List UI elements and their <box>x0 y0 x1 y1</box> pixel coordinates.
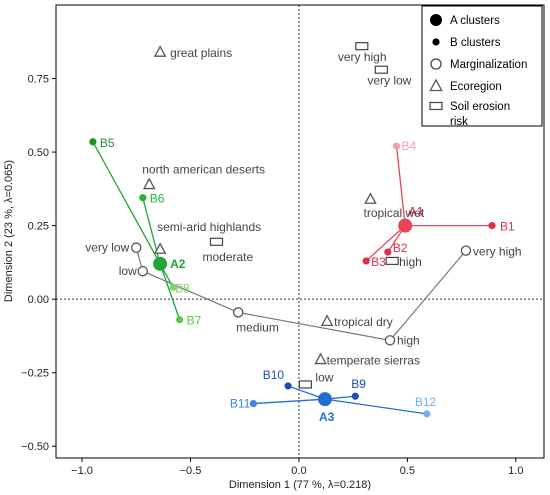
soil-erosion-label-low: low <box>315 370 333 384</box>
x-tick-label: −1.0 <box>71 465 93 477</box>
marginalization-point-very-high <box>460 245 472 256</box>
point-labels: B1 B2 B3 B4 B5 B6 B8 B7 B10 B9 B11 B12 A1 A2 A3 very lo… <box>85 46 521 424</box>
b-cluster-point-b5 <box>89 138 97 146</box>
ecoregion-point-great-plains <box>153 45 167 57</box>
b-cluster-label-b11: B11 <box>230 397 251 411</box>
x-tick-label: −0.5 <box>180 465 202 477</box>
b-cluster-label-b4: B4 <box>402 139 417 153</box>
ecoregion-label-semi-arid-highlands: semi-arid highlands <box>157 220 261 234</box>
y-tick-label: 0.00 <box>28 294 49 306</box>
soil-erosion-point-very-high <box>355 42 369 51</box>
a-cluster-label-a1: A1 <box>408 205 424 219</box>
a-cluster-point-a2 <box>153 256 168 271</box>
legend: A clusters B clusters Marginalization Ecore… <box>421 5 543 128</box>
marginalization-label-very-low: very low <box>85 241 129 255</box>
x-tick-label: 0.5 <box>400 465 415 477</box>
b-cluster-point-b2 <box>384 248 392 256</box>
connector-a2-b7 <box>159 263 181 320</box>
b-cluster-point-b6 <box>139 194 147 202</box>
soil-erosion-label-very-high: very high <box>338 50 387 64</box>
b-cluster-point-b8 <box>169 283 177 291</box>
b-cluster-point-b10 <box>284 382 292 390</box>
legend-label-soil-erosion-risk: Soil erosion risk <box>450 101 510 128</box>
connector-a3-b12 <box>324 398 427 415</box>
legend-symbol-marginalization <box>430 58 442 70</box>
b-cluster-point-b4 <box>392 142 401 150</box>
b-cluster-point-b12 <box>423 410 431 418</box>
x-axis-title: Dimension 1 (77 %, λ=0.218) <box>229 479 371 491</box>
b-cluster-label-b9: B9 <box>351 377 366 391</box>
soil-erosion-label-very-low: very low <box>367 74 411 88</box>
connector-a1-b4 <box>395 146 406 226</box>
connector-a1-b3 <box>365 225 406 262</box>
b-cluster-label-b3: B3 <box>371 255 386 269</box>
legend-symbol-soil-erosion-risk <box>429 101 443 111</box>
connector-lines <box>92 141 492 415</box>
marginalization-point-high <box>384 335 396 346</box>
connector-a3-b11 <box>253 398 325 405</box>
soil-erosion-label-moderate: moderate <box>202 250 253 264</box>
x-tick-label: 0.0 <box>291 465 306 477</box>
b-cluster-label-b5: B5 <box>100 136 115 150</box>
legend-symbol-a-clusters <box>430 14 442 26</box>
ecoregion-label-tropical-dry: tropical dry <box>334 315 393 329</box>
connector-a2-b5 <box>92 141 161 265</box>
soil-erosion-point-very-low <box>374 65 388 74</box>
ecoregion-point-north-american-deserts <box>142 177 156 190</box>
marginalization-point-low <box>137 265 149 277</box>
a-cluster-point-a3 <box>317 392 332 407</box>
marginalization-point-medium <box>232 307 244 318</box>
marginalization-label-medium: medium <box>236 320 279 334</box>
x-tick-label: 1.0 <box>508 465 523 477</box>
b-cluster-point-b3 <box>362 257 370 265</box>
legend-label-ecoregion: Ecoregion <box>450 81 502 93</box>
b-cluster-point-b9 <box>351 392 359 400</box>
a-cluster-label-a3: A3 <box>319 410 335 424</box>
soil-erosion-point-moderate <box>209 237 224 246</box>
y-tick-label: 0.50 <box>28 147 49 159</box>
b-cluster-label-b6: B6 <box>150 192 165 206</box>
ecoregion-point-temperate-sierras <box>314 352 327 365</box>
a-cluster-point-a1 <box>398 218 413 233</box>
b-cluster-label-b7: B7 <box>187 314 202 328</box>
ecoregion-label-great-plains: great plains <box>170 46 232 60</box>
soil-erosion-label-high: high <box>399 255 422 269</box>
y-axis-title: Dimension 2 (23 %, λ=0.065) <box>3 160 15 302</box>
y-tick-label: 0.75 <box>28 74 49 86</box>
legend-symbol-b-clusters <box>432 38 440 46</box>
legend-label-marginalization: Marginalization <box>450 59 527 71</box>
a-cluster-label-a2: A2 <box>170 257 186 271</box>
ecoregion-point-tropical-dry <box>320 314 334 326</box>
marginalization-label-low: low <box>119 264 137 278</box>
soil-erosion-point-low <box>298 380 313 389</box>
b-cluster-point-b11 <box>249 399 257 408</box>
marginalization-label-very-high: very high <box>473 245 522 259</box>
b-cluster-label-b12: B12 <box>415 395 437 409</box>
plot-frame <box>55 4 545 459</box>
b-cluster-point-b7 <box>176 316 184 324</box>
points <box>89 42 496 418</box>
b-cluster-label-b2: B2 <box>393 241 408 255</box>
ecoregion-point-tropical-wet <box>364 192 377 204</box>
y-tick-label: −0.25 <box>21 368 49 380</box>
legend-label-a-clusters: A clusters <box>450 15 500 27</box>
ecoregion-point-semi-arid-highlands <box>153 242 167 254</box>
marginalization-point-very-low <box>130 242 142 253</box>
y-tick-label: 0.25 <box>28 221 49 233</box>
legend-symbol-ecoregion <box>429 78 443 92</box>
marginalization-label-high: high <box>397 333 420 347</box>
ecoregion-label-tropical-wet: tropical wet <box>363 206 424 220</box>
soil-erosion-point-high <box>385 256 399 266</box>
b-cluster-label-b10: B10 <box>263 368 285 382</box>
legend-label-b-clusters: B clusters <box>450 37 501 49</box>
y-tick-label: −0.50 <box>21 441 49 453</box>
b-cluster-label-b1: B1 <box>500 220 515 234</box>
axis-ticks: −1.0 −0.5 0.0 0.5 1.0 −0.50 −0.25 0.00 0.25 0.50 0… <box>21 74 523 477</box>
b-cluster-label-b8: B8 <box>175 281 190 295</box>
b-cluster-point-b1 <box>488 222 496 230</box>
ecoregion-label-temperate-sierras: temperate sierras <box>327 353 420 367</box>
ecoregion-label-north-american-deserts: north american deserts <box>142 162 265 176</box>
